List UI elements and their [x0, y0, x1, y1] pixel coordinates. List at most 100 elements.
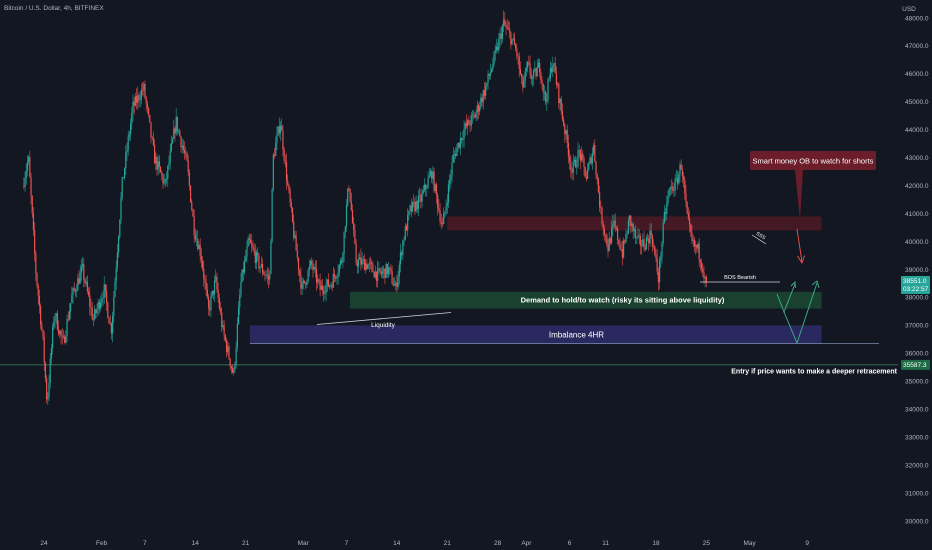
candle-body: [313, 267, 315, 270]
candle-body: [94, 309, 96, 320]
candle-body: [225, 340, 228, 352]
candle-body: [314, 267, 316, 269]
ob-callout-pointer: [795, 170, 803, 220]
candle-body: [275, 143, 277, 156]
candle-body: [652, 246, 655, 247]
candle-body: [91, 307, 93, 320]
candle-body: [324, 293, 326, 294]
candle-body: [416, 201, 418, 210]
candle-body: [143, 83, 145, 91]
candle-body: [240, 281, 242, 296]
candle-body: [381, 271, 384, 274]
candle-body: [182, 145, 184, 150]
candle-body: [88, 291, 90, 296]
candle-body: [413, 201, 415, 203]
candle-body: [246, 246, 248, 257]
candle-body: [535, 68, 537, 77]
candle-body: [441, 223, 444, 225]
candle-body: [493, 52, 495, 65]
candle-body: [152, 137, 154, 145]
candle-body: [86, 281, 89, 292]
candle-body: [104, 284, 107, 291]
candle-body: [426, 187, 428, 189]
candle-body: [180, 136, 182, 148]
y-tick-label: 42000.0: [905, 183, 929, 190]
candle-body: [155, 156, 157, 164]
candle-body: [525, 67, 528, 72]
candle-body: [420, 195, 422, 202]
candle-body: [409, 205, 411, 211]
candle-body: [437, 194, 439, 208]
candle-body: [319, 280, 321, 290]
candle-body: [192, 209, 194, 217]
candle-body: [688, 218, 691, 225]
candle-body: [449, 180, 451, 185]
candle-body: [633, 229, 635, 232]
candle-body: [483, 90, 486, 96]
candle-body: [330, 285, 332, 286]
candle-body: [590, 157, 592, 164]
candle-body: [678, 174, 680, 184]
candle-body: [481, 97, 483, 103]
candle-body: [408, 210, 410, 215]
candle-body: [618, 240, 620, 245]
candle-body: [64, 336, 66, 343]
candles-layer: [23, 10, 707, 405]
candle-body: [543, 91, 546, 93]
candle-body: [485, 86, 487, 96]
price-axis[interactable]: 30000.0 31000.0 32000.0 33000.0 34000.0 35000…: [905, 15, 929, 525]
candle-body: [35, 253, 37, 274]
candle-body: [245, 256, 247, 261]
currency-label[interactable]: USD: [902, 6, 916, 13]
candle-body: [427, 177, 429, 188]
candle-body: [147, 107, 150, 115]
candle-body: [139, 99, 141, 101]
candle-body: [25, 170, 27, 179]
candle-body: [253, 248, 255, 252]
candle-body: [325, 285, 327, 294]
candle-body: [282, 130, 284, 150]
candle-body: [676, 178, 679, 184]
candle-body: [687, 213, 689, 219]
candle-body: [56, 313, 59, 330]
candle-body: [279, 125, 282, 134]
candle-body: [235, 347, 237, 364]
candle-body: [537, 62, 540, 68]
short-arrow-line: [796, 228, 803, 263]
candle-body: [694, 244, 697, 247]
candle-body: [47, 396, 49, 400]
candle-body: [293, 221, 295, 238]
candle-body: [132, 101, 134, 113]
candle-body: [114, 281, 116, 298]
candle-body: [539, 62, 541, 73]
candle-body: [315, 268, 318, 283]
ob-callout-box: [750, 151, 876, 170]
candle-body: [559, 98, 561, 104]
zones-layer: Demand to hold/to watch (risky its sitti…: [249, 216, 879, 344]
candle-body: [318, 279, 320, 281]
last-price-countdown: 03:22:57: [903, 286, 929, 293]
candle-body: [482, 90, 484, 103]
candle-body: [656, 258, 658, 272]
candle-body: [66, 319, 68, 337]
candle-body: [131, 112, 133, 124]
candle-body: [207, 296, 210, 308]
candle-body: [650, 230, 652, 236]
candle-body: [705, 276, 707, 283]
candle-body: [401, 252, 403, 256]
time-axis[interactable]: 24 Feb 7 14 21 Mar 7 14 21 28 Apr 6 11 18 25 May 9: [40, 540, 809, 547]
candle-body: [183, 149, 186, 154]
candle-body: [163, 181, 165, 184]
candle-body: [645, 237, 647, 250]
x-tick-label: 7: [345, 540, 349, 547]
liquidity-label: Liquidity: [371, 322, 396, 329]
candle-body: [547, 79, 549, 100]
candle-body: [55, 313, 57, 317]
candle-body: [291, 207, 294, 222]
candle-body: [146, 103, 148, 108]
candle-body: [393, 285, 396, 286]
candle-body: [251, 242, 253, 246]
candle-body: [344, 226, 346, 232]
